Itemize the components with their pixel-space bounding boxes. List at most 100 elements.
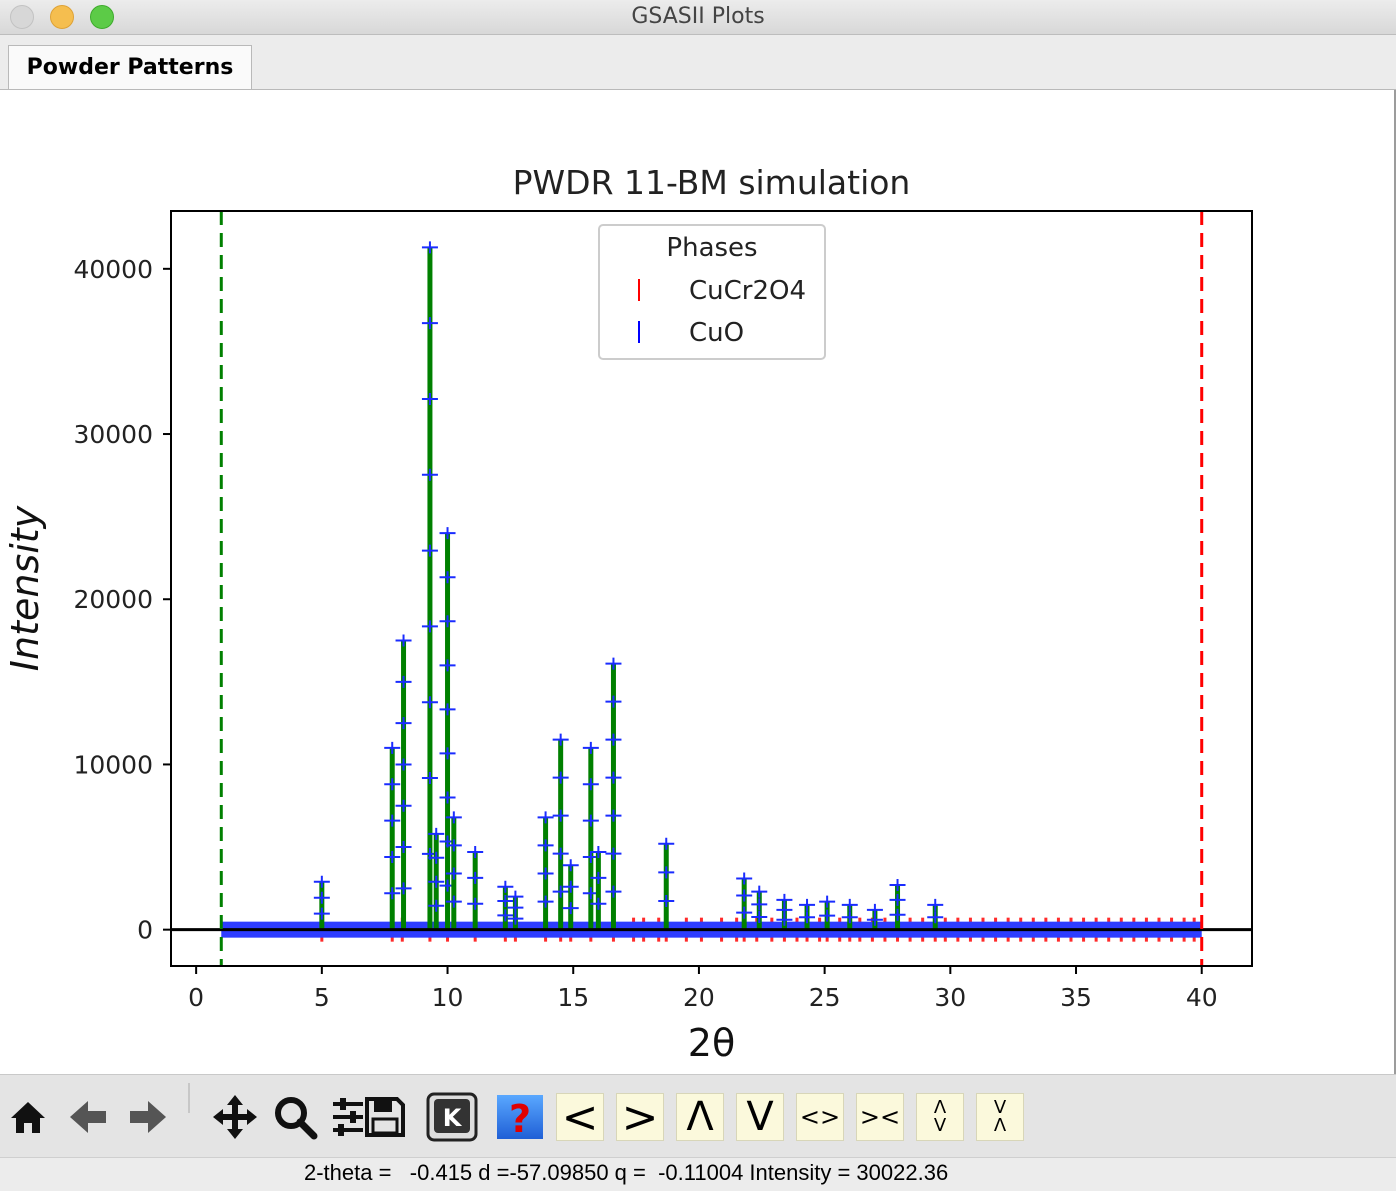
zoom-magnifier-icon (272, 1094, 318, 1140)
pan-button[interactable] (210, 1093, 260, 1141)
data-point-marker (658, 837, 675, 850)
data-point-marker (384, 887, 401, 900)
data-point-marker (605, 847, 622, 860)
data-point-marker (313, 875, 330, 888)
data-point-marker (537, 811, 554, 824)
data-point-marker (421, 468, 438, 481)
data-point-marker (562, 880, 579, 893)
data-point-marker (819, 909, 836, 922)
save-button[interactable] (364, 1093, 406, 1141)
data-point-marker (395, 758, 412, 771)
chart-title: PWDR 11-BM simulation (513, 163, 911, 202)
data-point-marker (605, 733, 622, 746)
data-point-marker (507, 912, 524, 925)
data-point-marker (658, 895, 675, 908)
data-point-marker (497, 880, 514, 893)
data-point-marker (421, 241, 438, 254)
contract-vertical-button[interactable]: V Λ (976, 1093, 1024, 1141)
data-point-marker (421, 544, 438, 557)
data-point-marker (384, 741, 401, 754)
expand-vertical-button[interactable]: Λ V (916, 1093, 964, 1141)
plot-toolbar: K ? < > Λ V <> >< Λ V V Λ (0, 1074, 1396, 1157)
data-point-marker (658, 866, 675, 879)
data-point-marker (751, 910, 768, 923)
data-point-marker (605, 885, 622, 898)
data-point-marker (467, 871, 484, 884)
save-disk-icon (364, 1096, 406, 1138)
data-point-marker (552, 847, 569, 860)
data-point-marker (439, 703, 456, 716)
shift-up-button[interactable]: Λ (676, 1093, 724, 1141)
data-point-marker (605, 695, 622, 708)
zoom-button[interactable] (270, 1093, 320, 1141)
home-button[interactable] (6, 1093, 50, 1141)
data-point-marker (841, 898, 858, 911)
data-point-marker (445, 867, 462, 880)
x-tick-label: 15 (557, 983, 589, 1012)
cursor-readout: 2-theta = -0.415 d =-57.09850 q = -0.110… (304, 1160, 949, 1185)
back-button[interactable] (66, 1093, 110, 1141)
data-point-marker (497, 909, 514, 922)
powder-pattern-chart[interactable]: PWDR 11-BM simulation 0 5 10 15 20 25 30 35 40 0 10… (0, 90, 1394, 1074)
plot-area[interactable]: PWDR 11-BM simulation 0 5 10 15 20 25 30 35 40 0 10… (0, 90, 1396, 1074)
help-button[interactable]: ? (496, 1093, 544, 1141)
contract-horizontal-button[interactable]: >< (856, 1093, 904, 1141)
forward-button[interactable] (126, 1093, 170, 1141)
data-point-marker (313, 907, 330, 920)
data-point-marker (313, 891, 330, 904)
configure-subplots-button[interactable] (330, 1093, 366, 1141)
y-axis-label: Intensity (3, 505, 47, 671)
expand-horizontal-button[interactable]: <> (796, 1093, 844, 1141)
data-point-marker (537, 839, 554, 852)
minimize-window-button[interactable] (50, 5, 74, 29)
data-point-marker (582, 814, 599, 827)
data-point-marker (467, 897, 484, 910)
data-point-marker (395, 675, 412, 688)
data-point-marker (445, 811, 462, 824)
data-point-marker (552, 885, 569, 898)
data-point-marker (889, 893, 906, 906)
x-tick-label: 20 (683, 983, 715, 1012)
data-point-marker (507, 901, 524, 914)
close-window-button[interactable] (10, 5, 34, 29)
data-point-marker (776, 913, 793, 926)
data-point-marker (736, 889, 753, 902)
help-icon: ? (496, 1094, 544, 1140)
shift-right-button[interactable]: > (616, 1092, 664, 1143)
data-point-marker (889, 879, 906, 892)
data-point-marker (562, 859, 579, 872)
data-point-marker (537, 895, 554, 908)
maximize-window-button[interactable] (90, 5, 114, 29)
data-point-marker (582, 741, 599, 754)
data-point-marker (395, 634, 412, 647)
data-point-marker (590, 846, 607, 859)
tab-powder-patterns[interactable]: Powder Patterns (8, 45, 252, 89)
x-tick-label: 5 (314, 983, 330, 1012)
data-point-marker (736, 872, 753, 885)
k-key-icon: K (426, 1092, 478, 1142)
data-point-marker (751, 885, 768, 898)
shift-down-button[interactable]: V (736, 1093, 784, 1141)
k-key-button[interactable]: K (426, 1092, 478, 1142)
data-point-marker (582, 778, 599, 791)
data-point-marker (439, 747, 456, 760)
data-point-marker (428, 851, 445, 864)
data-point-marker (421, 392, 438, 405)
forward-arrow-icon (127, 1097, 169, 1137)
data-point-marker (439, 615, 456, 628)
shift-left-button[interactable]: < (556, 1092, 604, 1143)
data-point-marker (552, 771, 569, 784)
y-tick-label: 30000 (73, 420, 153, 449)
data-point-marker (439, 527, 456, 540)
configure-subplots-icon (330, 1094, 366, 1140)
home-icon (8, 1097, 48, 1137)
data-point-marker (590, 871, 607, 884)
plot-frame (170, 210, 1253, 967)
legend-title: Phases (666, 233, 757, 263)
data-point-marker (819, 895, 836, 908)
data-point-marker (428, 875, 445, 888)
data-point-marker (445, 895, 462, 908)
data-point-marker (421, 620, 438, 633)
legend-box (598, 224, 826, 360)
x-tick-label: 30 (934, 983, 966, 1012)
